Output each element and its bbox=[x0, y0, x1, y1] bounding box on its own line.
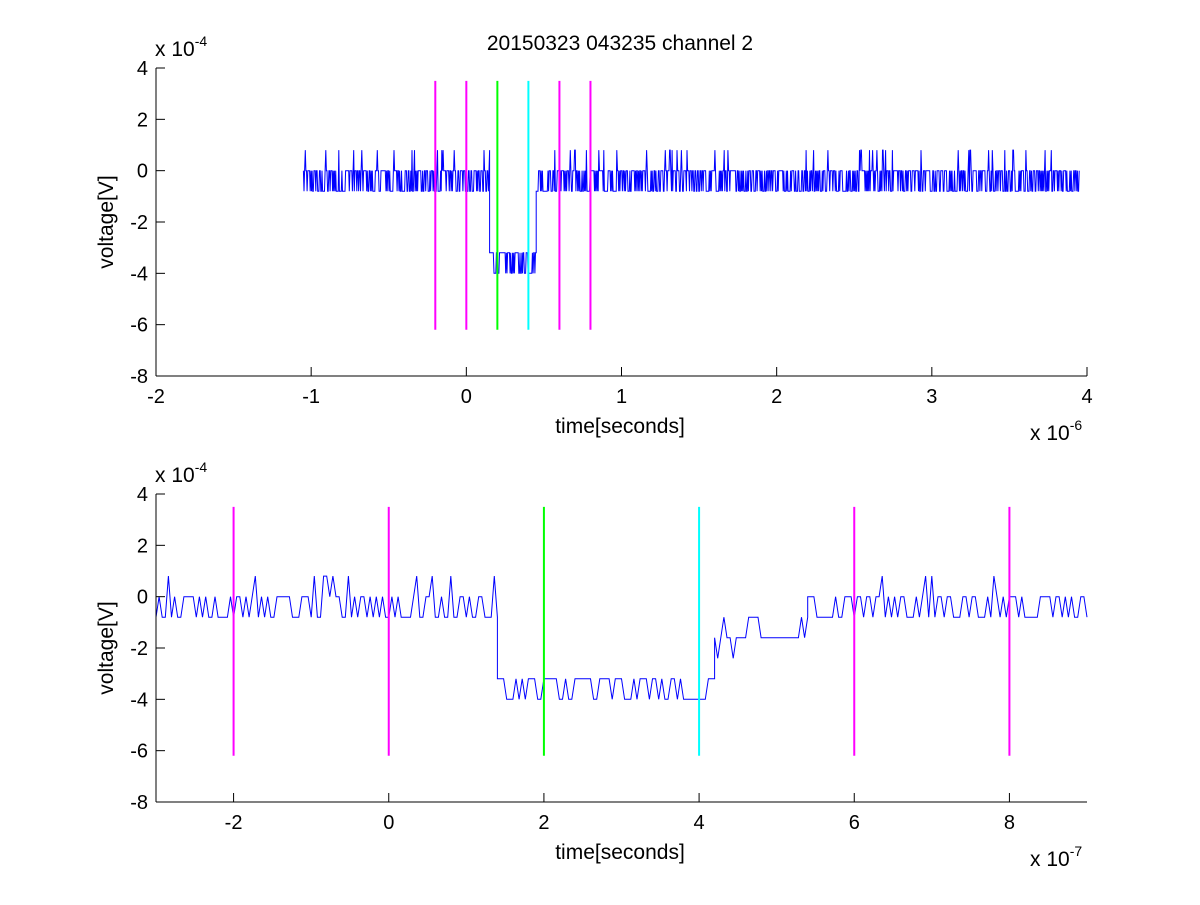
top-voltage-trace bbox=[302, 149, 1080, 274]
bottom-y-multiplier: x 10-4 bbox=[155, 459, 207, 487]
bottom-y-tick-label: -4 bbox=[130, 689, 148, 711]
bottom-y-tick-label: 0 bbox=[137, 587, 148, 609]
bottom-x-tick-label: 6 bbox=[849, 812, 860, 834]
top-y-tick-label: 2 bbox=[137, 109, 148, 131]
bottom-y-tick-label: 4 bbox=[137, 484, 148, 506]
top-y-multiplier: x 10-4 bbox=[155, 33, 207, 61]
bottom-axes: x 10-4 x 10-7 time[seconds] voltage[V] -… bbox=[95, 459, 1088, 871]
bottom-x-axis-label: time[seconds] bbox=[555, 841, 685, 864]
chart-title: 20150323 043235 channel 2 bbox=[487, 32, 753, 55]
top-y-axis-label: voltage[V] bbox=[95, 175, 118, 268]
bottom-x-multiplier: x 10-7 bbox=[1030, 843, 1082, 871]
top-x-axis-label: time[seconds] bbox=[555, 415, 685, 438]
top-x-tick-label: 4 bbox=[1081, 386, 1092, 408]
top-x-multiplier-exponent: -6 bbox=[1070, 417, 1083, 433]
top-y-tick-label: -2 bbox=[130, 212, 148, 234]
top-x-multiplier-base: x 10 bbox=[1030, 422, 1070, 445]
top-x-tick-label: 0 bbox=[461, 386, 472, 408]
bottom-y-tick-label: 2 bbox=[137, 535, 148, 557]
top-x-tick-label: -1 bbox=[302, 386, 320, 408]
bottom-x-tick-label: 2 bbox=[538, 812, 549, 834]
bottom-x-tick-label: 8 bbox=[1004, 812, 1015, 834]
bottom-y-multiplier-base: x 10 bbox=[155, 464, 195, 487]
top-x-tick-label: 3 bbox=[926, 386, 937, 408]
top-y-multiplier-base: x 10 bbox=[155, 38, 195, 61]
top-y-tick-label: 0 bbox=[137, 161, 148, 183]
top-x-tick-label: 2 bbox=[771, 386, 782, 408]
bottom-y-tick-label: -6 bbox=[130, 741, 148, 763]
top-y-tick-label: -4 bbox=[130, 263, 148, 285]
top-y-tick-label: 4 bbox=[137, 58, 148, 80]
top-x-tick-label: -2 bbox=[147, 386, 165, 408]
bottom-voltage-trace bbox=[155, 575, 1088, 700]
bottom-y-tick-label: -8 bbox=[130, 792, 148, 814]
top-x-multiplier: x 10-6 bbox=[1030, 417, 1082, 445]
top-y-tick-label: -6 bbox=[130, 315, 148, 337]
bottom-y-multiplier-exponent: -4 bbox=[195, 459, 208, 475]
top-y-multiplier-exponent: -4 bbox=[195, 33, 208, 49]
bottom-x-tick-label: 4 bbox=[694, 812, 705, 834]
bottom-y-tick-label: -2 bbox=[130, 638, 148, 660]
bottom-y-axis-label: voltage[V] bbox=[95, 601, 118, 694]
bottom-x-multiplier-base: x 10 bbox=[1030, 848, 1070, 871]
bottom-x-tick-label: 0 bbox=[383, 812, 394, 834]
top-y-tick-label: -8 bbox=[130, 366, 148, 388]
top-axes: 20150323 043235 channel 2 x 10-4 x 10-6 … bbox=[95, 32, 1093, 445]
top-x-tick-label: 1 bbox=[616, 386, 627, 408]
bottom-x-tick-label: -2 bbox=[225, 812, 243, 834]
bottom-x-multiplier-exponent: -7 bbox=[1070, 843, 1083, 859]
